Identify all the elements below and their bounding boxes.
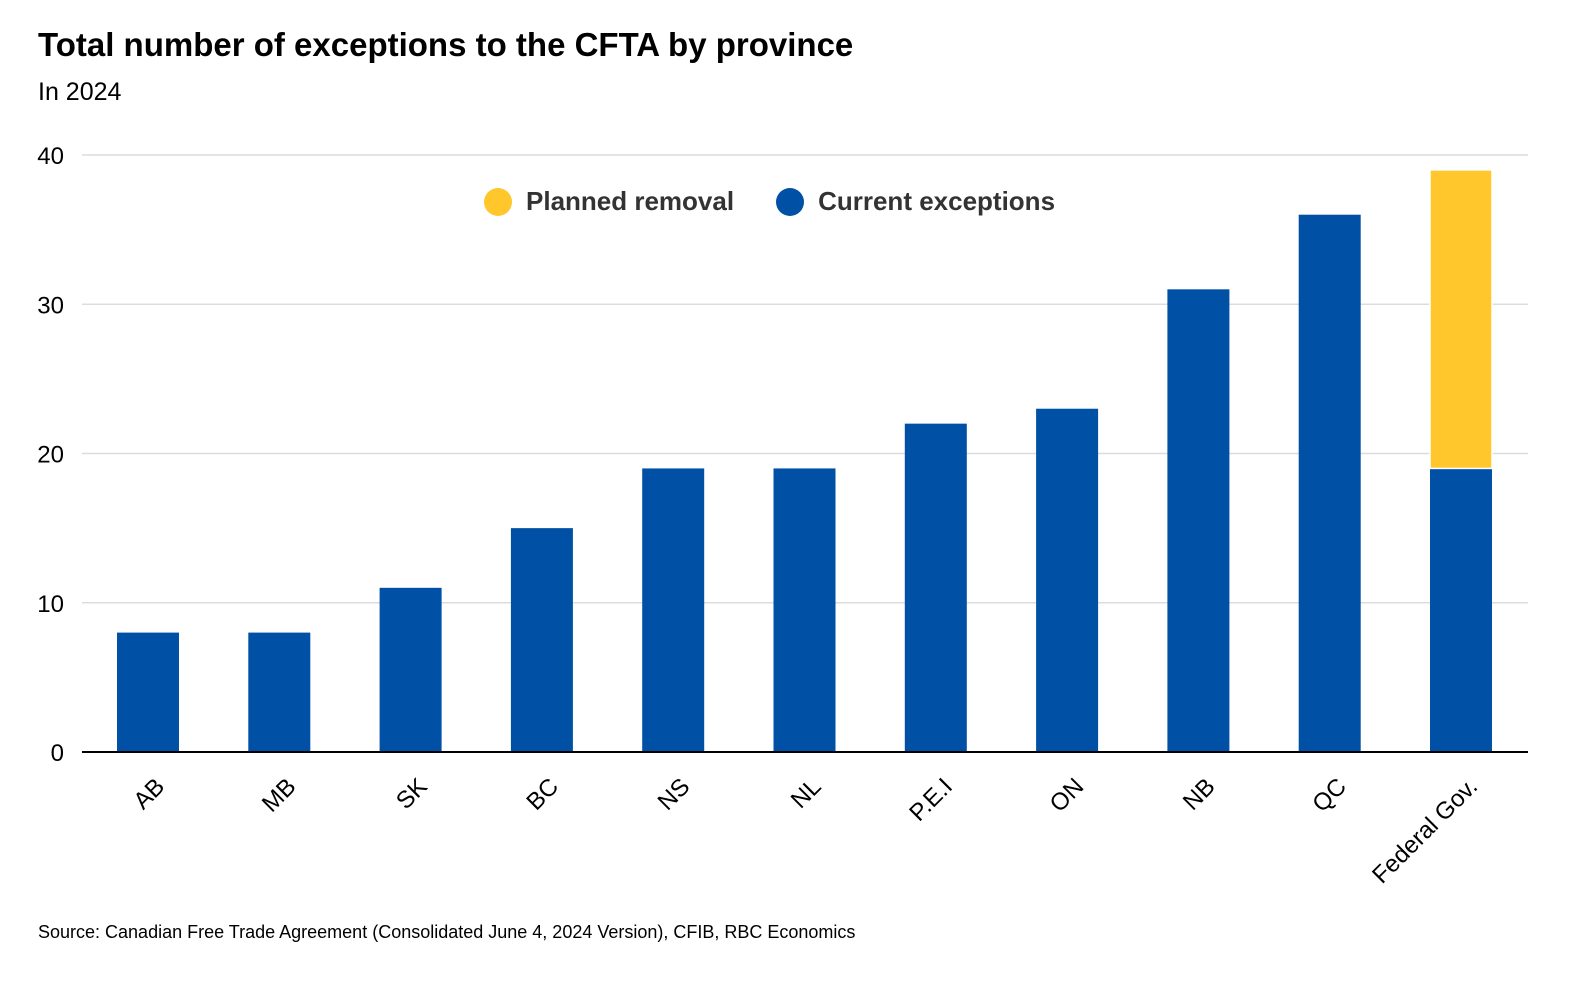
bar-qc-current-exceptions: [1298, 214, 1361, 752]
bar-bc-current-exceptions: [510, 528, 573, 752]
legend-item-planned-removal: Planned removal: [484, 186, 734, 217]
y-tick-label-30: 30: [37, 292, 64, 319]
legend-label-planned-removal: Planned removal: [526, 186, 735, 216]
bar-federal-gov-planned-removal: [1429, 169, 1493, 470]
bar-sk-current-exceptions: [379, 587, 442, 752]
bar-nb-current-exceptions: [1167, 289, 1230, 752]
legend: Planned removal Current exceptions: [484, 186, 1097, 217]
x-tick-label-qc: QC: [1307, 773, 1352, 818]
chart-source: Source: Canadian Free Trade Agreement (C…: [38, 922, 856, 942]
x-tick-label-nl: NL: [786, 773, 827, 814]
bar-federal-gov-current-exceptions: [1430, 468, 1492, 752]
bars-layer: [117, 169, 1493, 752]
bar-ab-current-exceptions: [117, 632, 179, 752]
x-tick-label-sk: SK: [391, 773, 433, 815]
x-tick-label-ab: AB: [128, 773, 170, 815]
x-tick-label-p-e-i: P.E.I: [904, 773, 958, 827]
y-tick-label-0: 0: [51, 740, 64, 767]
legend-swatch-current-exceptions: [776, 187, 805, 216]
x-tick-label-bc: BC: [521, 773, 564, 816]
chart-title: Total number of exceptions to the CFTA b…: [38, 26, 854, 63]
x-tick-label-ns: NS: [653, 773, 696, 816]
y-tick-label-10: 10: [37, 591, 64, 618]
x-tick-label-mb: MB: [257, 773, 302, 818]
x-tick-label-on: ON: [1045, 773, 1090, 818]
legend-label-current-exceptions: Current exceptions: [818, 186, 1056, 216]
legend-swatch-planned-removal: [484, 187, 512, 216]
x-tick-label-federal-gov: Federal Gov.: [1367, 773, 1483, 889]
chart-subtitle: In 2024: [38, 78, 122, 106]
labels-layer: 0 10 20 30 40 AB MB SK BC NS NL P.E.I ON NB QC Federal …: [37, 143, 1483, 889]
bar-on-current-exceptions: [1036, 408, 1099, 752]
x-tick-label-nb: NB: [1178, 773, 1221, 816]
bar-mb-current-exceptions: [248, 632, 311, 752]
y-tick-label-40: 40: [37, 143, 64, 170]
y-tick-label-20: 20: [37, 442, 64, 469]
legend-item-current-exceptions: Current exceptions: [776, 186, 1055, 217]
bar-ns-current-exceptions: [642, 468, 705, 752]
bar-p-e-i-current-exceptions: [904, 423, 967, 752]
bar-nl-current-exceptions: [773, 468, 836, 752]
